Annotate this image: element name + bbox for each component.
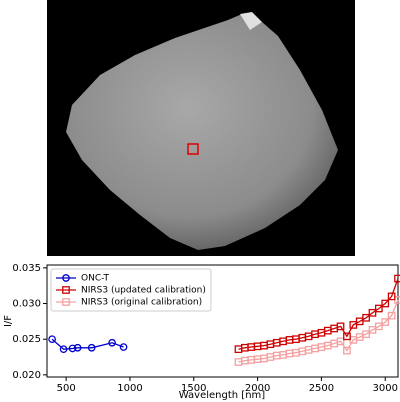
legend-marker <box>62 274 70 282</box>
point <box>375 304 383 313</box>
point <box>336 337 345 346</box>
legend-label: NIRS3 (original calibration) <box>81 298 202 308</box>
point <box>108 338 116 347</box>
y-tick-label: 0.030 <box>12 299 41 310</box>
legend-label: ONC-T <box>81 274 110 284</box>
y-tick-label: 0.020 <box>12 370 41 381</box>
asteroid-photo <box>47 0 355 256</box>
point <box>343 332 351 341</box>
point <box>68 344 77 353</box>
x-axis-label: Wavelength [nm] <box>179 390 265 401</box>
legend: ONC-T NIRS3 (updated calibration) NIRS3 (o… <box>50 268 212 312</box>
legend-box <box>50 268 212 312</box>
point <box>343 346 351 355</box>
point <box>362 313 370 322</box>
y-tick-label: 0.025 <box>12 334 41 345</box>
point <box>362 330 370 339</box>
legend-marker <box>62 286 70 294</box>
y-tick-label: 0.035 <box>12 263 41 274</box>
point <box>375 322 383 331</box>
point <box>73 343 82 352</box>
series-line <box>51 338 124 350</box>
point <box>387 311 396 320</box>
y-axis-label: I/F <box>3 315 14 327</box>
point <box>387 292 396 301</box>
point <box>381 299 390 308</box>
point <box>336 322 345 331</box>
boulder <box>240 12 262 30</box>
point <box>381 318 390 326</box>
x-tick-label: 2500 <box>309 383 334 394</box>
x-tick-label: 2000 <box>245 383 270 394</box>
plot-frame <box>46 264 399 378</box>
series-line <box>238 278 399 350</box>
asteroid <box>66 14 338 250</box>
region-marker <box>187 143 199 155</box>
legend-marker <box>62 298 70 306</box>
x-tick-label: 500 <box>57 383 76 394</box>
point <box>87 343 96 352</box>
x-tick-label: 1000 <box>117 383 142 394</box>
point <box>48 335 56 344</box>
point <box>119 343 128 351</box>
x-tick-label: 3000 <box>373 383 398 394</box>
x-tick-label: 1500 <box>181 383 206 394</box>
legend-label: NIRS3 (updated calibration) <box>81 286 206 296</box>
point <box>59 345 68 354</box>
point <box>394 274 400 283</box>
point <box>368 308 377 317</box>
